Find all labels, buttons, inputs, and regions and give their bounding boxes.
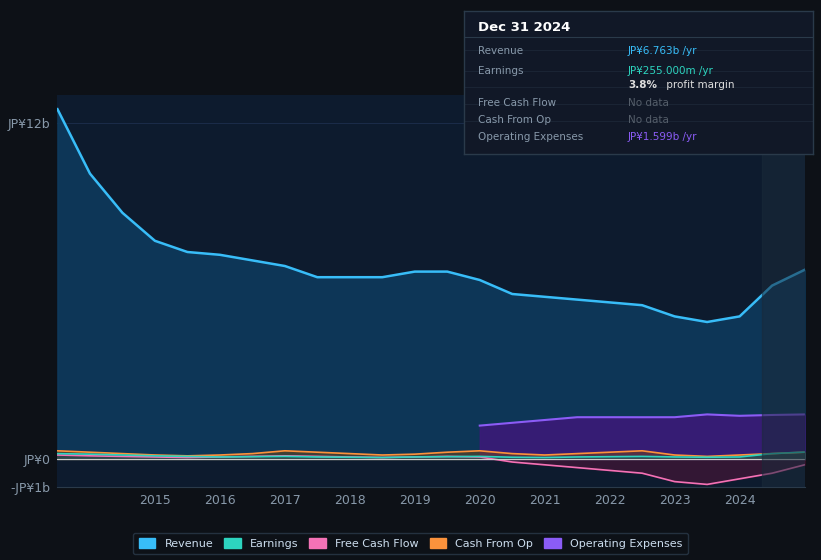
Text: Operating Expenses: Operating Expenses xyxy=(478,132,583,142)
Text: Earnings: Earnings xyxy=(478,66,523,76)
Text: JP¥6.763b /yr: JP¥6.763b /yr xyxy=(628,46,697,56)
Bar xyxy=(763,95,805,487)
Text: 3.8%: 3.8% xyxy=(628,81,657,91)
Text: JP¥255.000m /yr: JP¥255.000m /yr xyxy=(628,66,713,76)
Legend: Revenue, Earnings, Free Cash Flow, Cash From Op, Operating Expenses: Revenue, Earnings, Free Cash Flow, Cash … xyxy=(133,533,688,554)
Text: JP¥1.599b /yr: JP¥1.599b /yr xyxy=(628,132,697,142)
Text: No data: No data xyxy=(628,115,669,125)
Text: Free Cash Flow: Free Cash Flow xyxy=(478,97,556,108)
Text: profit margin: profit margin xyxy=(663,81,734,91)
Text: Dec 31 2024: Dec 31 2024 xyxy=(478,21,571,34)
Text: Cash From Op: Cash From Op xyxy=(478,115,551,125)
Text: Revenue: Revenue xyxy=(478,46,523,56)
Text: No data: No data xyxy=(628,97,669,108)
